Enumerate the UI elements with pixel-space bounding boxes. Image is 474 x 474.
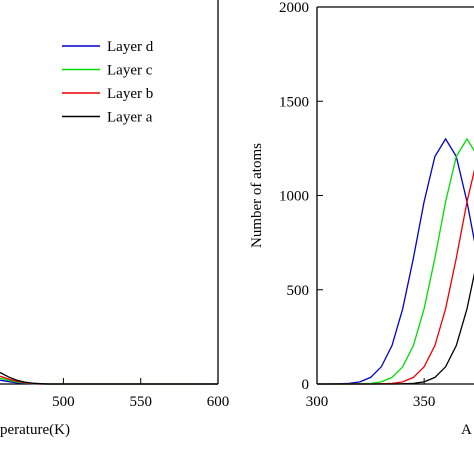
y-tick-label: 1000 [279,189,309,205]
series-line [0,371,218,385]
x-tick-label: 300 [306,394,329,410]
series-line [317,137,474,385]
series-line [317,137,474,385]
legend-label: Layer b [107,86,153,102]
x-tick-label: 500 [52,394,75,410]
y-tick-label: 2000 [279,0,309,16]
y-axis-label: Number of atoms [249,143,265,248]
legend-label: Layer d [107,39,154,55]
x-tick-label: 350 [413,394,436,410]
x-tick-label: 600 [207,394,230,410]
y-tick-label: 500 [287,283,310,299]
legend-label: Layer a [107,110,153,126]
x-axis-label: perature(K) [0,422,70,438]
series-line [317,169,474,385]
legend-label: Layer c [107,63,153,79]
x-axis-label: A [461,422,472,438]
y-tick-label: 1500 [279,94,309,110]
x-tick-label: 550 [129,394,152,410]
series-line [317,272,474,385]
y-tick-label: 0 [302,377,310,393]
